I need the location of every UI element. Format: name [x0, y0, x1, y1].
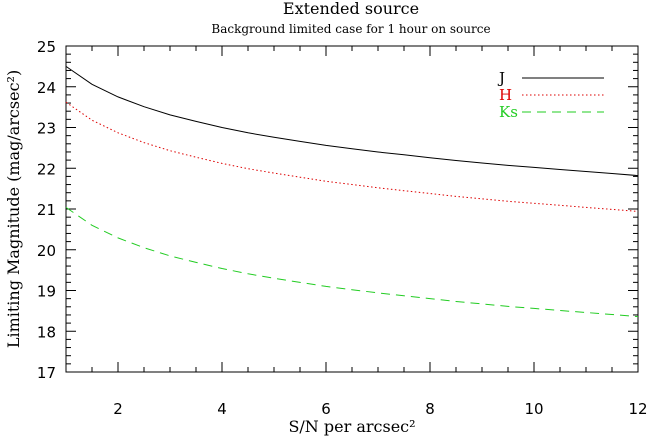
series-line-j	[65, 65, 639, 177]
x-axis-label: S/N per arcsec²	[288, 417, 415, 436]
x-tick-label: 4	[217, 400, 227, 418]
y-tick-label: 20	[37, 242, 56, 260]
plot-frame	[65, 45, 639, 373]
x-tick-label: 6	[321, 400, 331, 418]
legend-label-j: J	[497, 69, 505, 87]
chart-title: Extended source	[283, 0, 419, 18]
y-tick-label: 21	[37, 201, 56, 219]
x-tick-label: 8	[425, 400, 435, 418]
series-line-h	[65, 101, 639, 212]
y-tick-label: 22	[37, 160, 56, 178]
series-layer	[65, 65, 639, 318]
series-line-ks	[65, 206, 639, 318]
chart-subtitle: Background limited case for 1 hour on so…	[211, 22, 490, 36]
legend-label-ks: Ks	[499, 103, 518, 121]
x-tick-label: 10	[524, 400, 543, 418]
y-tick-label: 24	[37, 79, 56, 97]
y-tick-label: 17	[37, 364, 56, 382]
y-tick-label: 25	[37, 38, 56, 56]
x-tick-label: 12	[628, 400, 647, 418]
x-tick-label: 2	[113, 400, 123, 418]
legend-label-h: H	[499, 86, 512, 104]
y-tick-label: 19	[37, 283, 56, 301]
y-tick-label: 18	[37, 323, 56, 341]
y-tick-label: 23	[37, 120, 56, 138]
y-axis-label: Limiting Magnitude (mag/arcsec²)	[4, 70, 23, 348]
